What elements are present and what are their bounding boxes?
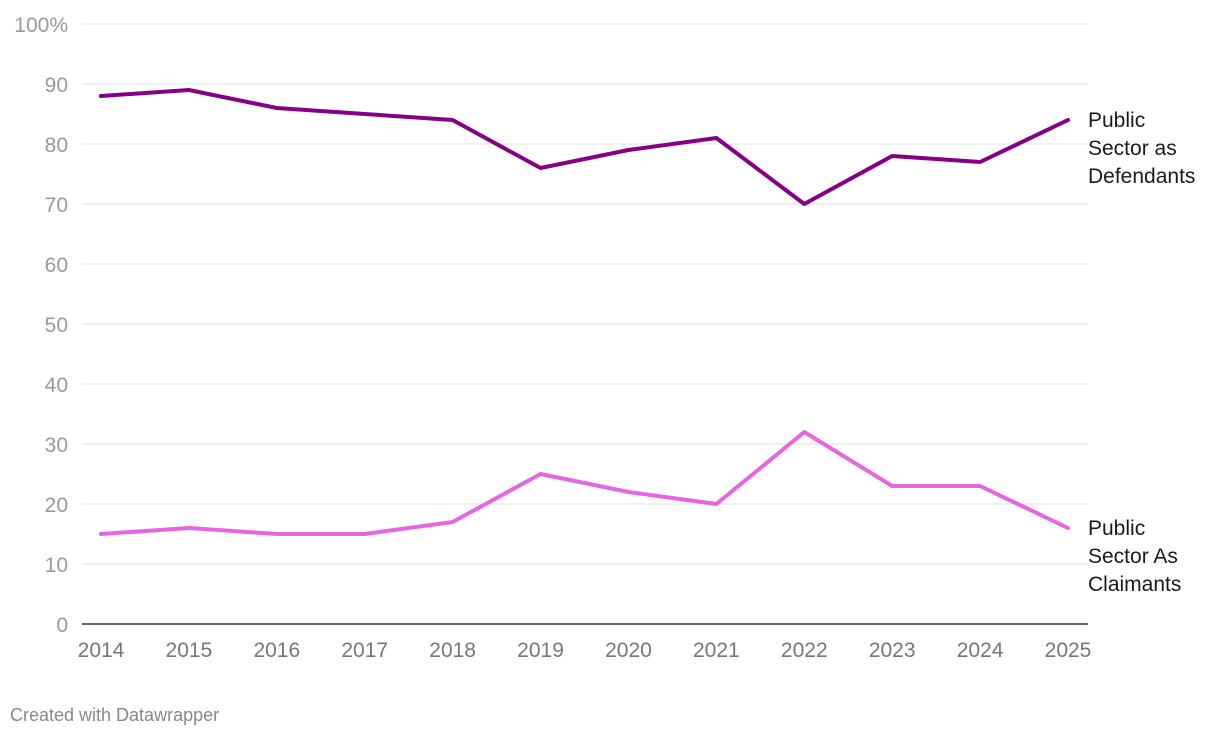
- footer-credit: Created with Datawrapper: [10, 705, 220, 725]
- x-tick-label: 2017: [341, 639, 388, 662]
- y-tick-label: 30: [45, 434, 68, 457]
- series-label-claimants: Public Sector As Claimants: [1088, 517, 1181, 596]
- series-line-defendants: [99, 88, 1070, 206]
- x-tick-label: 2023: [869, 639, 916, 662]
- x-tick-label: 2024: [957, 639, 1004, 662]
- series-label-line: Sector As: [1088, 545, 1178, 568]
- series-label-line: Public: [1088, 109, 1145, 132]
- x-tick-label: 2016: [253, 639, 300, 662]
- gridlines: [82, 23, 1088, 625]
- y-tick-label: 40: [45, 374, 68, 397]
- x-tick-label: 2021: [693, 639, 740, 662]
- y-tick-label: 100%: [14, 14, 68, 37]
- y-tick-label: 80: [45, 134, 68, 157]
- y-axis-ticks: 0 10 20 30 40 50 60 70 80 90 100%: [14, 14, 68, 637]
- y-tick-label: 70: [45, 194, 68, 217]
- y-tick-label: 10: [45, 554, 68, 577]
- x-tick-label: 2018: [429, 639, 476, 662]
- y-tick-label: 50: [45, 314, 68, 337]
- series-label-line: Defendants: [1088, 165, 1195, 188]
- x-axis-ticks: 2014 2015 2016 2017 2018 2019 2020 2021 2022 2023…: [78, 639, 1092, 662]
- x-tick-label: 2020: [605, 639, 652, 662]
- series-label-line: Sector as: [1088, 137, 1177, 160]
- series-line-claimants: [99, 430, 1070, 536]
- x-tick-label: 2014: [78, 639, 125, 662]
- series-labels: Public Sector as Defendants Public Sector As…: [1088, 109, 1195, 596]
- y-tick-label: 90: [45, 74, 68, 97]
- series-label-line: Claimants: [1088, 573, 1181, 596]
- y-tick-label: 20: [45, 494, 68, 517]
- series-label-line: Public: [1088, 517, 1145, 540]
- y-tick-label: 0: [56, 614, 68, 637]
- series-lines: [99, 88, 1070, 536]
- x-tick-label: 2015: [166, 639, 213, 662]
- series-label-defendants: Public Sector as Defendants: [1088, 109, 1195, 188]
- x-tick-label: 2025: [1045, 639, 1092, 662]
- x-tick-label: 2022: [781, 639, 828, 662]
- y-tick-label: 60: [45, 254, 68, 277]
- x-tick-label: 2019: [517, 639, 564, 662]
